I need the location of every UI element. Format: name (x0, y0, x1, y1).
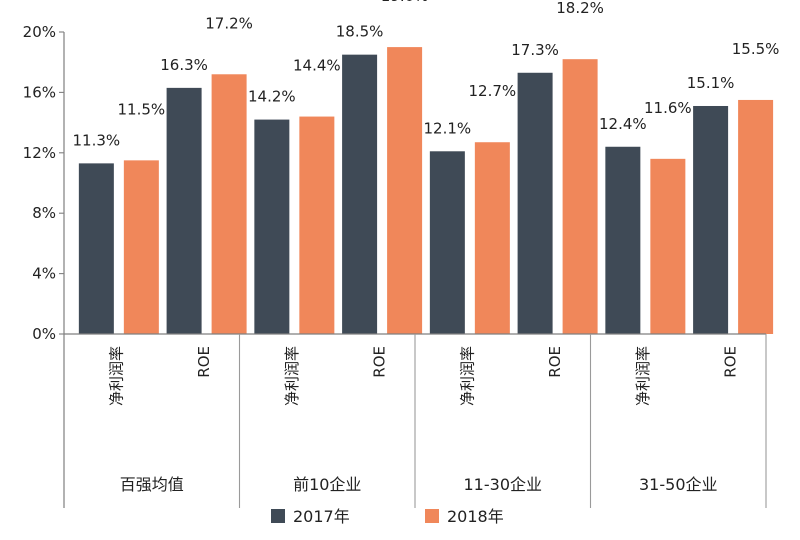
bar-2018 (562, 59, 598, 335)
y-tick-label: 16% (23, 83, 56, 101)
bar-2017 (693, 105, 729, 335)
data-label-2018: 12.7% (469, 82, 517, 100)
data-label-2017: 15.1% (687, 74, 735, 92)
bars-layer (78, 47, 774, 335)
y-tick-label: 12% (23, 144, 56, 162)
group-label: 31-50企业 (639, 475, 718, 494)
data-label-2018: 15.5% (732, 40, 780, 58)
data-label-2017: 16.3% (160, 56, 208, 74)
bar-2017 (605, 146, 641, 334)
data-label-2017: 12.4% (599, 115, 647, 133)
bar-2017 (429, 151, 465, 334)
x-category-label: 净利润率 (634, 346, 652, 406)
bar-2017 (78, 163, 114, 334)
data-label-2018: 18.2% (556, 0, 604, 17)
group-label: 11-30企业 (464, 475, 543, 494)
bar-2018 (474, 142, 510, 334)
data-label-2018: 14.4% (293, 57, 341, 75)
y-tick-label: 20% (23, 23, 56, 41)
legend-swatch-2017 (271, 509, 285, 523)
y-tick-label: 4% (32, 265, 56, 283)
value-labels-layer: 11.3% 11.5% 16.3% 17.2% 14.2% 14.4% 18.5% 19.0%… (73, 0, 780, 149)
axes-layer: 0% 4% 8% 12% 16% 20% (23, 23, 767, 508)
x-category-label: 净利润率 (107, 346, 125, 406)
data-label-2018: 11.6% (644, 99, 692, 117)
legend-swatch-2018 (425, 509, 439, 523)
bar-2018 (123, 160, 159, 334)
bar-2017 (342, 54, 378, 335)
category-labels-layer: 净利润率 ROE 净利润率 ROE 净利润率 ROE 净利润率 ROE (107, 346, 739, 406)
data-label-2018: 11.5% (118, 100, 166, 118)
data-label-2017: 12.1% (424, 119, 472, 137)
x-category-label: ROE (722, 346, 740, 378)
bar-2018 (211, 74, 247, 334)
bar-2017 (254, 119, 290, 334)
x-category-label: 净利润率 (458, 346, 476, 406)
bar-2018 (387, 47, 423, 334)
legend-label-2017: 2017年 (293, 507, 350, 526)
group-label: 百强均值 (120, 475, 184, 494)
bar-2018 (299, 116, 335, 334)
y-tick-label: 8% (32, 204, 56, 222)
x-category-label: 净利润率 (283, 346, 301, 406)
group-label: 前10企业 (293, 475, 361, 494)
group-labels-layer: 百强均值 前10企业 11-30企业 31-50企业 (120, 475, 718, 494)
legend: 2017年 2018年 (271, 507, 504, 526)
y-tick-label: 0% (32, 325, 56, 343)
data-label-2017: 18.5% (336, 23, 384, 41)
bar-2017 (517, 72, 553, 335)
data-label-2017: 17.3% (511, 41, 559, 59)
bar-2017 (166, 87, 202, 335)
data-label-2017: 14.2% (248, 88, 296, 106)
data-label-2018: 19.0% (381, 0, 429, 5)
legend-label-2018: 2018年 (447, 507, 504, 526)
x-category-label: ROE (195, 346, 213, 378)
bar-2018 (738, 99, 774, 334)
x-category-label: ROE (371, 346, 389, 378)
data-label-2017: 11.3% (73, 131, 121, 149)
bar-2018 (650, 158, 686, 334)
data-label-2018: 17.2% (205, 14, 253, 32)
x-category-label: ROE (546, 346, 564, 378)
